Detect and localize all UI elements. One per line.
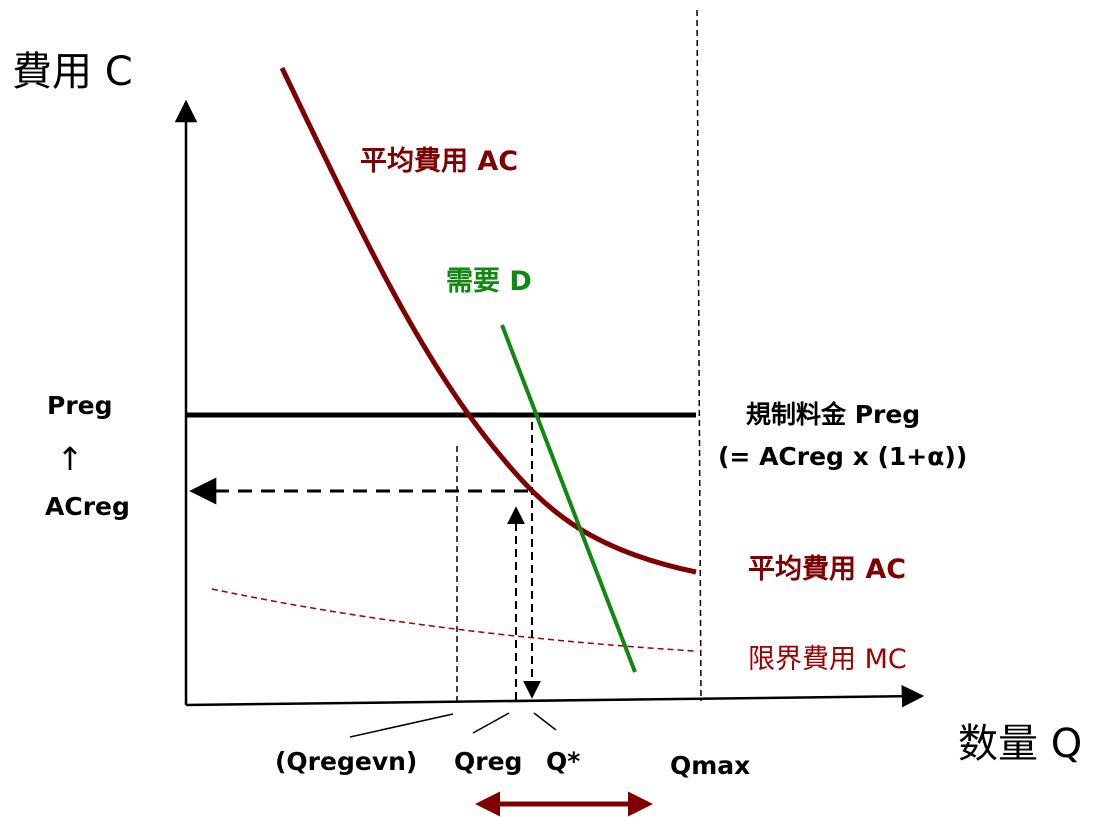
demand-line: [500, 324, 637, 673]
qstar-tick-label: Q*: [546, 747, 580, 776]
up-arrow-glyph: ↑: [57, 440, 84, 478]
regulated-price-label: 規制料金 Preg: [746, 400, 920, 429]
average-cost-label-right: 平均費用 AC: [748, 554, 906, 585]
qreg-tick-label: Qreg: [454, 747, 522, 776]
qstar-leader: [533, 712, 557, 731]
preg-label: Preg: [47, 391, 113, 420]
demand-label: 需要 D: [446, 266, 532, 297]
acreg-label: ACreg: [45, 492, 130, 521]
qregevn-tick-label: (Qregevn): [275, 747, 417, 776]
qreg-leader: [472, 712, 510, 734]
qregevn-leader: [349, 713, 454, 738]
qmax-tick-label: Qmax: [670, 751, 750, 780]
average-cost-curve: [279, 66, 697, 575]
x-axis: [185, 684, 925, 708]
qmax-vertical-line: [696, 9, 702, 702]
x-axis-label: 数量 Q: [958, 721, 1082, 767]
regulated-price-formula: (= ACreg x (1+α)): [718, 442, 967, 471]
y-axis-label: 費用 C: [12, 49, 133, 95]
average-cost-label-top: 平均費用 AC: [360, 146, 518, 177]
marginal-cost-label: 限界費用 MC: [748, 644, 907, 675]
